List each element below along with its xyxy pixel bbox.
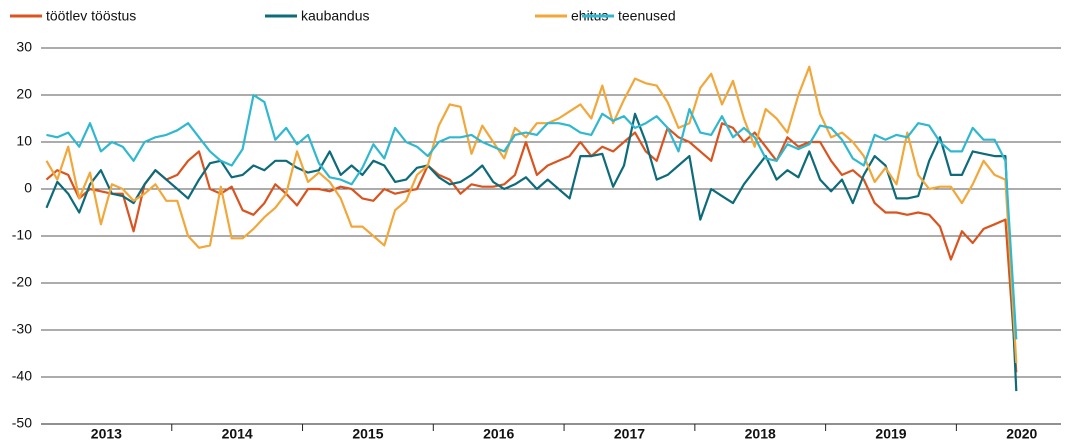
x-tick-label: 2016 [483,426,514,440]
series-line [45,112,1018,392]
x-tick-label: 2020 [1006,426,1037,440]
y-tick-label: -10 [12,227,32,243]
legend-label: teenused [618,8,676,24]
y-tick-label: 20 [16,86,32,102]
series-line [46,93,1018,340]
x-tick-label: 2015 [352,426,383,440]
x-tick-label: 2018 [745,426,776,440]
legend-label: kaubandus [301,8,370,24]
x-tick-label: 2013 [91,426,122,440]
y-tick-label: -50 [12,415,32,431]
y-tick-label: -40 [12,368,32,384]
y-tick-label: 0 [24,180,32,196]
x-tick-label: 2017 [614,426,645,440]
y-tick-label: 10 [16,133,32,149]
series-line [45,65,1018,363]
y-tick-label: -30 [12,321,32,337]
x-tick-label: 2019 [875,426,906,440]
x-tick-label: 2014 [222,426,253,440]
y-tick-label: -20 [12,274,32,290]
legend-label: töötlev tööstus [46,8,136,24]
y-tick-label: 30 [16,39,32,55]
series-line [45,122,1018,373]
